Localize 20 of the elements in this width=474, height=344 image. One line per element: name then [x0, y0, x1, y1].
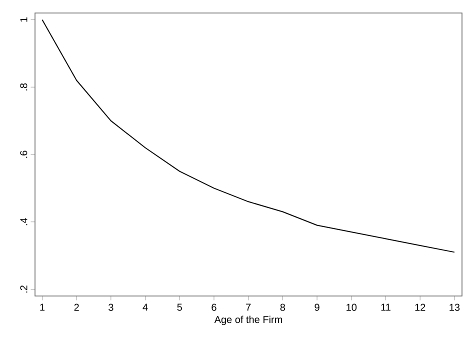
- x-tick-label: 11: [381, 304, 390, 311]
- x-tick-label: 2: [74, 304, 79, 311]
- y-tick-label: .6: [20, 150, 28, 158]
- x-tick-label: 3: [108, 304, 114, 311]
- x-tick-label: 4: [142, 304, 148, 311]
- x-tick-label: 8: [280, 304, 286, 311]
- x-tick-label: 5: [177, 304, 182, 311]
- y-tick-label: .4: [20, 218, 28, 226]
- x-tick-label: 1: [40, 304, 45, 311]
- x-tick-label: 6: [212, 304, 216, 311]
- x-tick-label: 9: [314, 304, 320, 311]
- x-axis-title: Age of the Firm: [214, 316, 282, 326]
- x-tick-label: 10: [346, 304, 357, 311]
- x-tick-label: 7: [246, 304, 251, 311]
- y-tick-label: .2: [20, 286, 28, 293]
- y-tick-label: 1: [20, 17, 28, 22]
- x-tick-label: 12: [415, 304, 426, 311]
- y-tick-label: .8: [20, 83, 28, 90]
- line-series: [42, 19, 455, 253]
- x-tick-label: 13: [450, 304, 460, 311]
